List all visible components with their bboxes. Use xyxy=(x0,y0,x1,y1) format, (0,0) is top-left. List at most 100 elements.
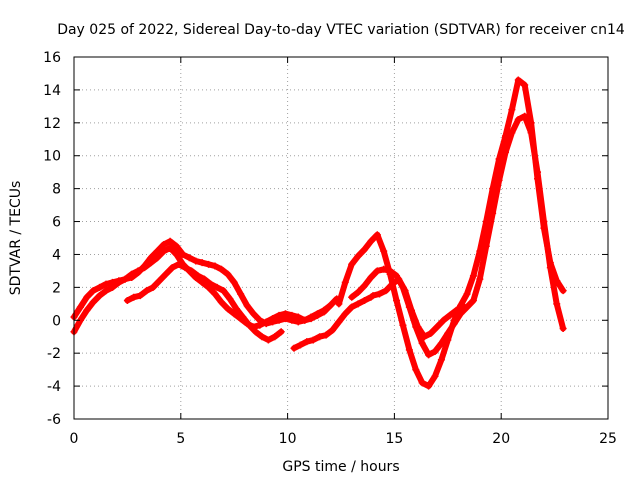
data-point xyxy=(540,218,548,226)
data-point xyxy=(444,329,452,337)
data-point xyxy=(160,241,168,249)
data-point xyxy=(136,292,144,300)
data-point xyxy=(83,293,91,301)
data-point xyxy=(252,328,260,336)
chart-title: Day 025 of 2022, Sidereal Day-to-day VTE… xyxy=(57,22,625,38)
data-point xyxy=(102,280,110,288)
data-point xyxy=(395,275,403,283)
data-point xyxy=(296,341,304,349)
data-point xyxy=(224,270,232,278)
data-point xyxy=(192,257,200,265)
data-point xyxy=(198,259,206,267)
data-point xyxy=(281,315,289,323)
data-point xyxy=(211,262,219,270)
series-line xyxy=(348,113,567,358)
plot-frame xyxy=(73,56,609,420)
data-point xyxy=(420,333,428,341)
data-point xyxy=(407,306,415,314)
data-point xyxy=(224,305,232,313)
y-tick-label: -6 xyxy=(47,412,61,428)
data-point xyxy=(457,310,465,318)
data-point xyxy=(179,250,187,258)
data-point xyxy=(450,320,458,328)
data-point xyxy=(83,306,91,314)
data-point xyxy=(175,260,183,268)
data-point xyxy=(476,247,484,255)
data-point xyxy=(200,275,208,283)
data-point xyxy=(476,275,484,283)
data-point xyxy=(437,339,445,347)
data-point xyxy=(354,252,362,260)
data-point xyxy=(521,81,529,89)
data-point xyxy=(147,254,155,262)
data-point xyxy=(399,321,407,329)
data-point xyxy=(335,318,343,326)
y-tick-label: 16 xyxy=(43,50,61,66)
data-point xyxy=(102,287,110,295)
data-point xyxy=(269,318,277,326)
data-point xyxy=(232,305,240,313)
data-point xyxy=(401,287,409,295)
data-point xyxy=(76,303,84,311)
data-point xyxy=(367,237,375,245)
data-point xyxy=(463,290,471,298)
data-point xyxy=(546,264,554,272)
data-point xyxy=(239,313,247,321)
data-point xyxy=(155,277,163,285)
data-point xyxy=(553,300,561,308)
data-point xyxy=(469,272,477,280)
x-tick-label: 20 xyxy=(492,431,510,447)
data-point xyxy=(508,129,516,137)
data-point xyxy=(388,280,396,288)
data-point xyxy=(314,310,322,318)
data-point xyxy=(123,297,131,305)
y-tick-label: 14 xyxy=(43,83,61,99)
data-point xyxy=(271,333,279,341)
data-point xyxy=(153,247,161,255)
data-point xyxy=(249,310,257,318)
data-point xyxy=(418,339,426,347)
data-point xyxy=(418,379,426,387)
data-point xyxy=(320,306,328,314)
y-axis-label: SDTVAR / TECUs xyxy=(8,181,24,296)
data-point xyxy=(130,293,138,301)
data-point xyxy=(226,295,234,303)
data-point xyxy=(316,333,324,341)
data-point xyxy=(275,316,283,324)
data-point xyxy=(367,273,375,281)
data-point xyxy=(121,275,129,283)
data-point xyxy=(326,301,334,309)
x-tick-label: 15 xyxy=(385,431,403,447)
data-point xyxy=(495,176,503,184)
data-point xyxy=(258,333,266,341)
data-point xyxy=(205,260,213,268)
data-point xyxy=(489,209,497,217)
data-point xyxy=(501,148,509,156)
data-point xyxy=(341,310,349,318)
data-point xyxy=(373,267,381,275)
y-tick-label: 10 xyxy=(43,149,61,165)
data-point xyxy=(245,321,253,329)
y-tick-label: 2 xyxy=(52,280,61,296)
data-point xyxy=(194,272,202,280)
data-point xyxy=(514,76,522,84)
data-point xyxy=(382,287,390,295)
data-point xyxy=(386,267,394,275)
data-point xyxy=(348,303,356,311)
data-point xyxy=(143,287,151,295)
x-tick-label: 5 xyxy=(176,431,185,447)
data-point xyxy=(264,336,272,344)
data-point xyxy=(168,264,176,272)
data-point xyxy=(341,278,349,286)
data-point xyxy=(380,247,388,255)
data-point xyxy=(290,344,298,352)
data-point xyxy=(173,242,181,250)
x-axis-label: GPS time / hours xyxy=(282,459,399,475)
data-point xyxy=(425,382,433,390)
data-point xyxy=(437,356,445,364)
data-point xyxy=(482,242,490,250)
data-point xyxy=(348,293,356,301)
y-tick-label: -4 xyxy=(47,379,61,395)
data-point xyxy=(534,168,542,176)
data-point xyxy=(96,292,104,300)
